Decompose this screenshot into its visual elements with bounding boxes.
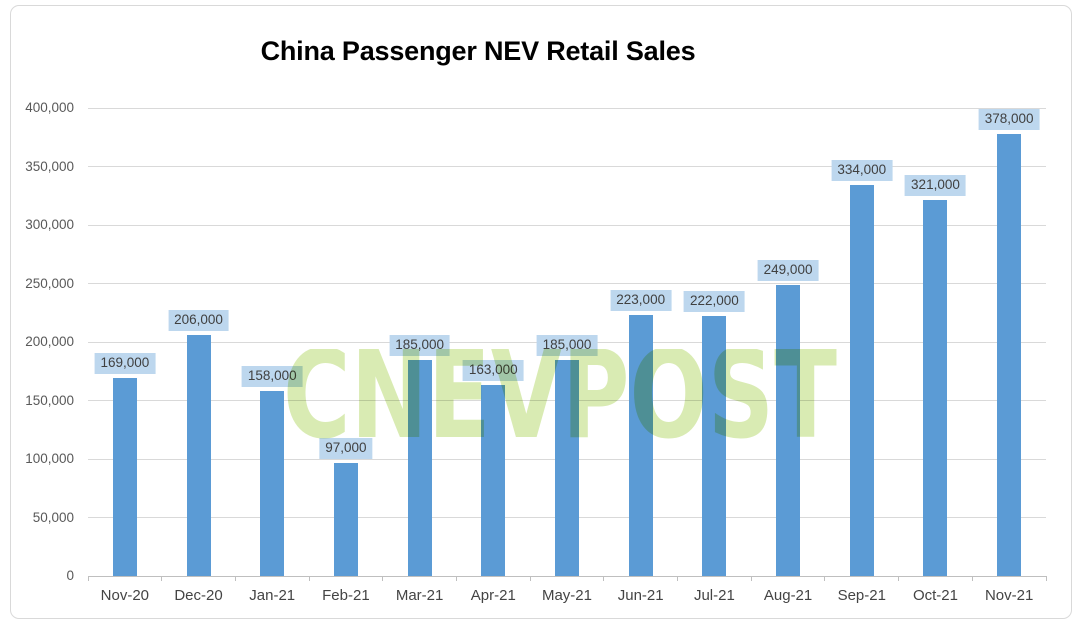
bar (333, 462, 358, 576)
x-axis-tick (87, 576, 89, 581)
x-axis-tick (455, 576, 457, 581)
bar-slot: 249,000 (751, 108, 825, 576)
bar (260, 391, 285, 576)
x-axis-tick (677, 576, 679, 581)
x-axis-tick (1045, 576, 1047, 581)
bar-value-label: 334,000 (831, 160, 893, 182)
y-tick-label: 50,000 (32, 509, 74, 525)
gridline (88, 224, 1046, 226)
y-axis: 0 50,000 100,000 150,000 200,000 250,000 300,0… (0, 100, 74, 583)
gridline (88, 283, 1046, 284)
bar-slot: 163,000 (456, 108, 530, 576)
y-tick-label: 100,000 (25, 451, 74, 466)
bar-value-label: 249,000 (757, 259, 819, 281)
bar-value-label: 158,000 (241, 366, 303, 388)
x-axis-tick (529, 576, 531, 581)
bar (112, 378, 137, 576)
bar (702, 316, 727, 576)
y-tick-label: 0 (66, 568, 74, 583)
x-tick-label: May-21 (541, 587, 592, 604)
x-axis-tick (750, 576, 752, 581)
y-tick-label: 400,000 (25, 100, 74, 115)
x-tick-label: Aug-21 (763, 587, 813, 604)
x-tick-label: Apr-21 (470, 587, 516, 604)
x-axis-tick (824, 576, 826, 581)
bar-value-label: 163,000 (462, 360, 524, 382)
bar-value-label: 97,000 (319, 437, 373, 459)
x-axis-tick (234, 576, 236, 581)
x-axis-tick (161, 576, 163, 581)
x-axis: Nov-20 Dec-20 Jan-21 Feb-21 Mar-21 Apr-21 May-… (88, 587, 1046, 609)
bar-value-label: 378,000 (978, 108, 1040, 130)
y-tick-label: 200,000 (25, 334, 74, 349)
x-axis-tick (971, 576, 973, 581)
bar (407, 359, 432, 576)
bar (554, 359, 579, 576)
x-tick-label: Oct-21 (912, 587, 958, 604)
x-axis-tick (898, 576, 900, 581)
bar-slot: 185,000 (530, 108, 604, 576)
y-tick-label: 150,000 (25, 392, 74, 408)
bar (923, 200, 948, 576)
bar-slot: 222,000 (678, 108, 752, 576)
plot-area: 169,000 206,000 158,000 97,000 185,000 163,00… (87, 107, 1047, 581)
bar-value-label: 321,000 (905, 175, 966, 197)
bar (628, 315, 653, 576)
x-tick-label: Jul-21 (693, 587, 735, 604)
bar-value-label: 185,000 (389, 334, 451, 356)
bar-slot: 378,000 (972, 108, 1046, 576)
x-tick-label: Nov-21 (984, 587, 1034, 604)
bar-slot: 223,000 (604, 108, 678, 576)
gridline (88, 107, 1046, 109)
bar-value-label: 222,000 (683, 291, 745, 313)
bar-slot: 321,000 (899, 108, 973, 576)
bar (186, 334, 211, 576)
x-tick-label: Nov-20 (100, 587, 150, 604)
bar-value-label: 223,000 (610, 290, 672, 312)
x-tick-label: Mar-21 (395, 587, 444, 604)
bar-slot: 334,000 (825, 108, 899, 576)
bar-value-label: 185,000 (536, 334, 598, 356)
y-tick-label: 350,000 (25, 158, 74, 174)
x-axis-tick (308, 576, 310, 581)
x-tick-label: Feb-21 (322, 587, 370, 604)
x-tick-label: Jun-21 (617, 587, 664, 604)
x-axis-tick (382, 576, 384, 581)
bar-slot: 206,000 (162, 108, 236, 576)
bar (776, 284, 801, 576)
bar (997, 133, 1022, 576)
x-tick-label: Sep-21 (837, 587, 886, 604)
bar-slot: 158,000 (235, 108, 309, 576)
chart-title: China Passenger NEV Retail Sales (260, 36, 696, 66)
bar-slot: 185,000 (383, 108, 457, 576)
x-axis-tick (603, 576, 605, 581)
y-tick-label: 250,000 (25, 275, 74, 291)
bar (481, 385, 506, 576)
bar-value-label: 206,000 (168, 309, 229, 331)
x-tick-label: Jan-21 (249, 587, 296, 604)
bar (849, 185, 874, 576)
bar-value-label: 169,000 (94, 353, 156, 375)
gridline (88, 166, 1046, 167)
bar-slot: 97,000 (309, 108, 383, 576)
bar-slot: 169,000 (88, 108, 162, 576)
y-tick-label: 300,000 (25, 217, 74, 232)
x-tick-label: Dec-20 (174, 587, 223, 604)
